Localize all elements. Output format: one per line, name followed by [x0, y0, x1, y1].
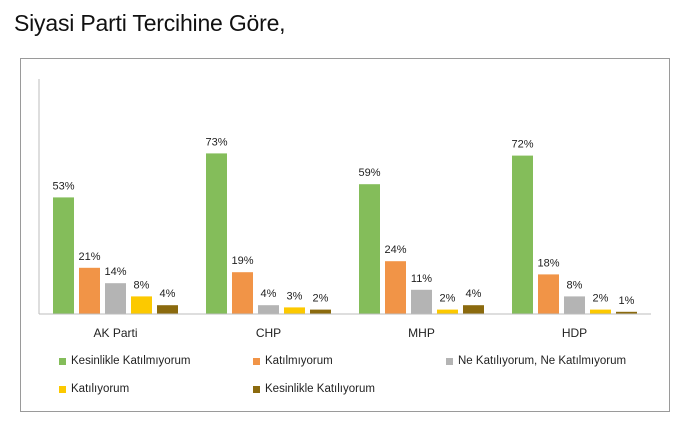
bar-mhp-4 — [463, 305, 484, 314]
legend-item-katilmiyorum: Katılmıyorum — [253, 355, 333, 367]
data-labels-layer: 53% 21% 14% 8% 4% 73% 19% 4% 3% 2% 59% 24% 11% 2% 4% 72… — [52, 136, 634, 306]
legend-item-katiliyorum: Katılıyorum — [59, 383, 129, 395]
data-label: 21% — [78, 251, 100, 263]
bar-ak-parti-2 — [105, 283, 126, 314]
data-label: 24% — [384, 244, 406, 256]
data-label: 2% — [593, 293, 609, 305]
bar-chp-3 — [284, 307, 305, 314]
bar-ak-parti-4 — [157, 305, 178, 314]
bar-hdp-1 — [538, 274, 559, 314]
data-label: 59% — [358, 167, 380, 179]
bar-ak-parti-3 — [131, 296, 152, 314]
legend-swatch — [446, 357, 453, 365]
bar-mhp-0 — [359, 184, 380, 314]
data-label: 14% — [104, 266, 126, 278]
bar-mhp-1 — [385, 261, 406, 314]
legend-label: Ne Katılıyorum, Ne Katılmıyorum — [458, 355, 627, 367]
chart-title: Siyasi Parti Tercihine Göre, — [14, 10, 286, 36]
bar-ak-parti-1 — [79, 267, 100, 314]
axis-layer: AK Parti CHP MHP HDP — [38, 79, 651, 340]
data-label: 2% — [440, 293, 456, 305]
x-tick-label: AK Parti — [93, 326, 137, 340]
data-label: 72% — [511, 139, 533, 151]
data-label: 19% — [231, 255, 253, 267]
data-label: 1% — [619, 295, 635, 307]
data-label: 3% — [287, 290, 303, 302]
legend-item-ne-katiliyorum-ne-katilmiyorum: Ne Katılıyorum, Ne Katılmıyorum — [446, 355, 626, 367]
bar-ak-parti-0 — [53, 197, 74, 314]
legend-swatch — [253, 385, 260, 393]
data-label: 4% — [466, 288, 482, 300]
data-label: 11% — [411, 273, 432, 285]
bar-chart: 53% 21% 14% 8% 4% 73% 19% 4% 3% 2% 59% 24% 11% 2% 4% 72… — [38, 79, 651, 340]
data-label: 18% — [537, 257, 559, 269]
legend-label: Kesinlikle Katılmıyorum — [71, 355, 191, 367]
legend-item-kesinlikle-katilmiyorum: Kesinlikle Katılmıyorum — [59, 355, 191, 367]
x-tick-label: MHP — [408, 326, 435, 340]
bar-hdp-3 — [590, 309, 611, 314]
bar-mhp-3 — [437, 309, 458, 314]
bar-hdp-4 — [616, 311, 637, 314]
data-label: 73% — [205, 136, 227, 148]
bars-layer — [53, 153, 637, 314]
data-label: 4% — [160, 288, 176, 300]
bar-hdp-2 — [564, 296, 585, 314]
legend-swatch — [253, 357, 260, 365]
bar-chp-1 — [232, 272, 253, 314]
legend-item-kesinlikle-katiliyorum: Kesinlikle Katılıyorum — [253, 383, 375, 395]
data-label: 8% — [134, 279, 150, 291]
legend-label: Kesinlikle Katılıyorum — [265, 383, 375, 395]
bar-chp-0 — [206, 153, 227, 314]
data-label: 8% — [567, 279, 583, 291]
data-label: 2% — [313, 293, 329, 305]
legend-swatch — [59, 357, 66, 365]
bar-chp-2 — [258, 305, 279, 314]
data-label: 53% — [52, 180, 74, 192]
legend-label: Katılıyorum — [71, 383, 130, 395]
bar-mhp-2 — [411, 289, 432, 314]
x-tick-label: HDP — [562, 326, 587, 340]
legend-swatch — [59, 385, 66, 393]
bar-hdp-0 — [512, 155, 533, 314]
data-label: 4% — [261, 288, 277, 300]
bar-chp-4 — [310, 309, 331, 314]
chart-frame: 53% 21% 14% 8% 4% 73% 19% 4% 3% 2% 59% 24% 11% 2% 4% 72… — [20, 58, 670, 412]
x-tick-label: CHP — [256, 326, 281, 340]
legend-label: Katılmıyorum — [265, 355, 333, 367]
